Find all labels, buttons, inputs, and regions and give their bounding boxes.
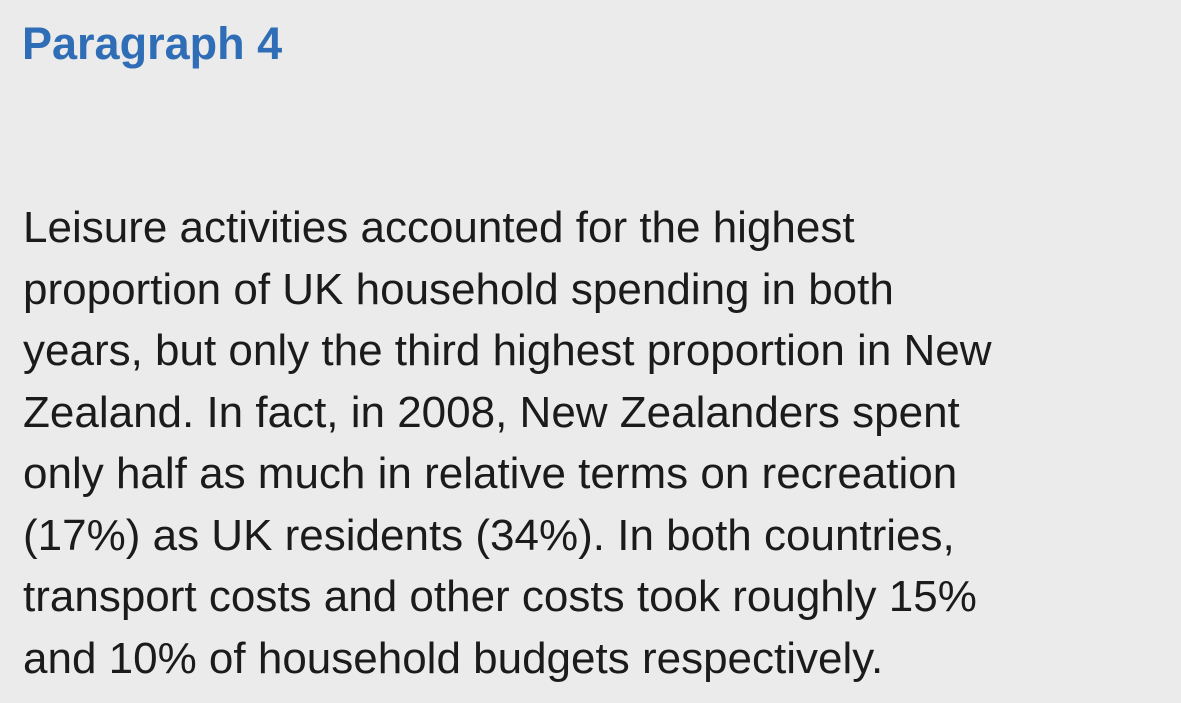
paragraph-body: Leisure activities accounted for the hig… xyxy=(23,197,1173,689)
paragraph-line: Leisure activities accounted for the hig… xyxy=(23,203,855,252)
paragraph-line: (17%) as UK residents (34%). In both cou… xyxy=(23,510,955,560)
paragraph-line: Zealand. In fact, in 2008, New Zealander… xyxy=(23,387,960,437)
paragraph-line: only half as much in relative terms on r… xyxy=(23,449,958,498)
paragraph-line: years, but only the third highest propor… xyxy=(23,326,992,375)
paragraph-line: transport costs and other costs took rou… xyxy=(23,572,977,621)
paragraph-line: proportion of UK household spending in b… xyxy=(23,264,894,314)
paragraph-heading: Paragraph 4 xyxy=(22,18,283,69)
paragraph-line: and 10% of household budgets respectivel… xyxy=(23,633,884,683)
